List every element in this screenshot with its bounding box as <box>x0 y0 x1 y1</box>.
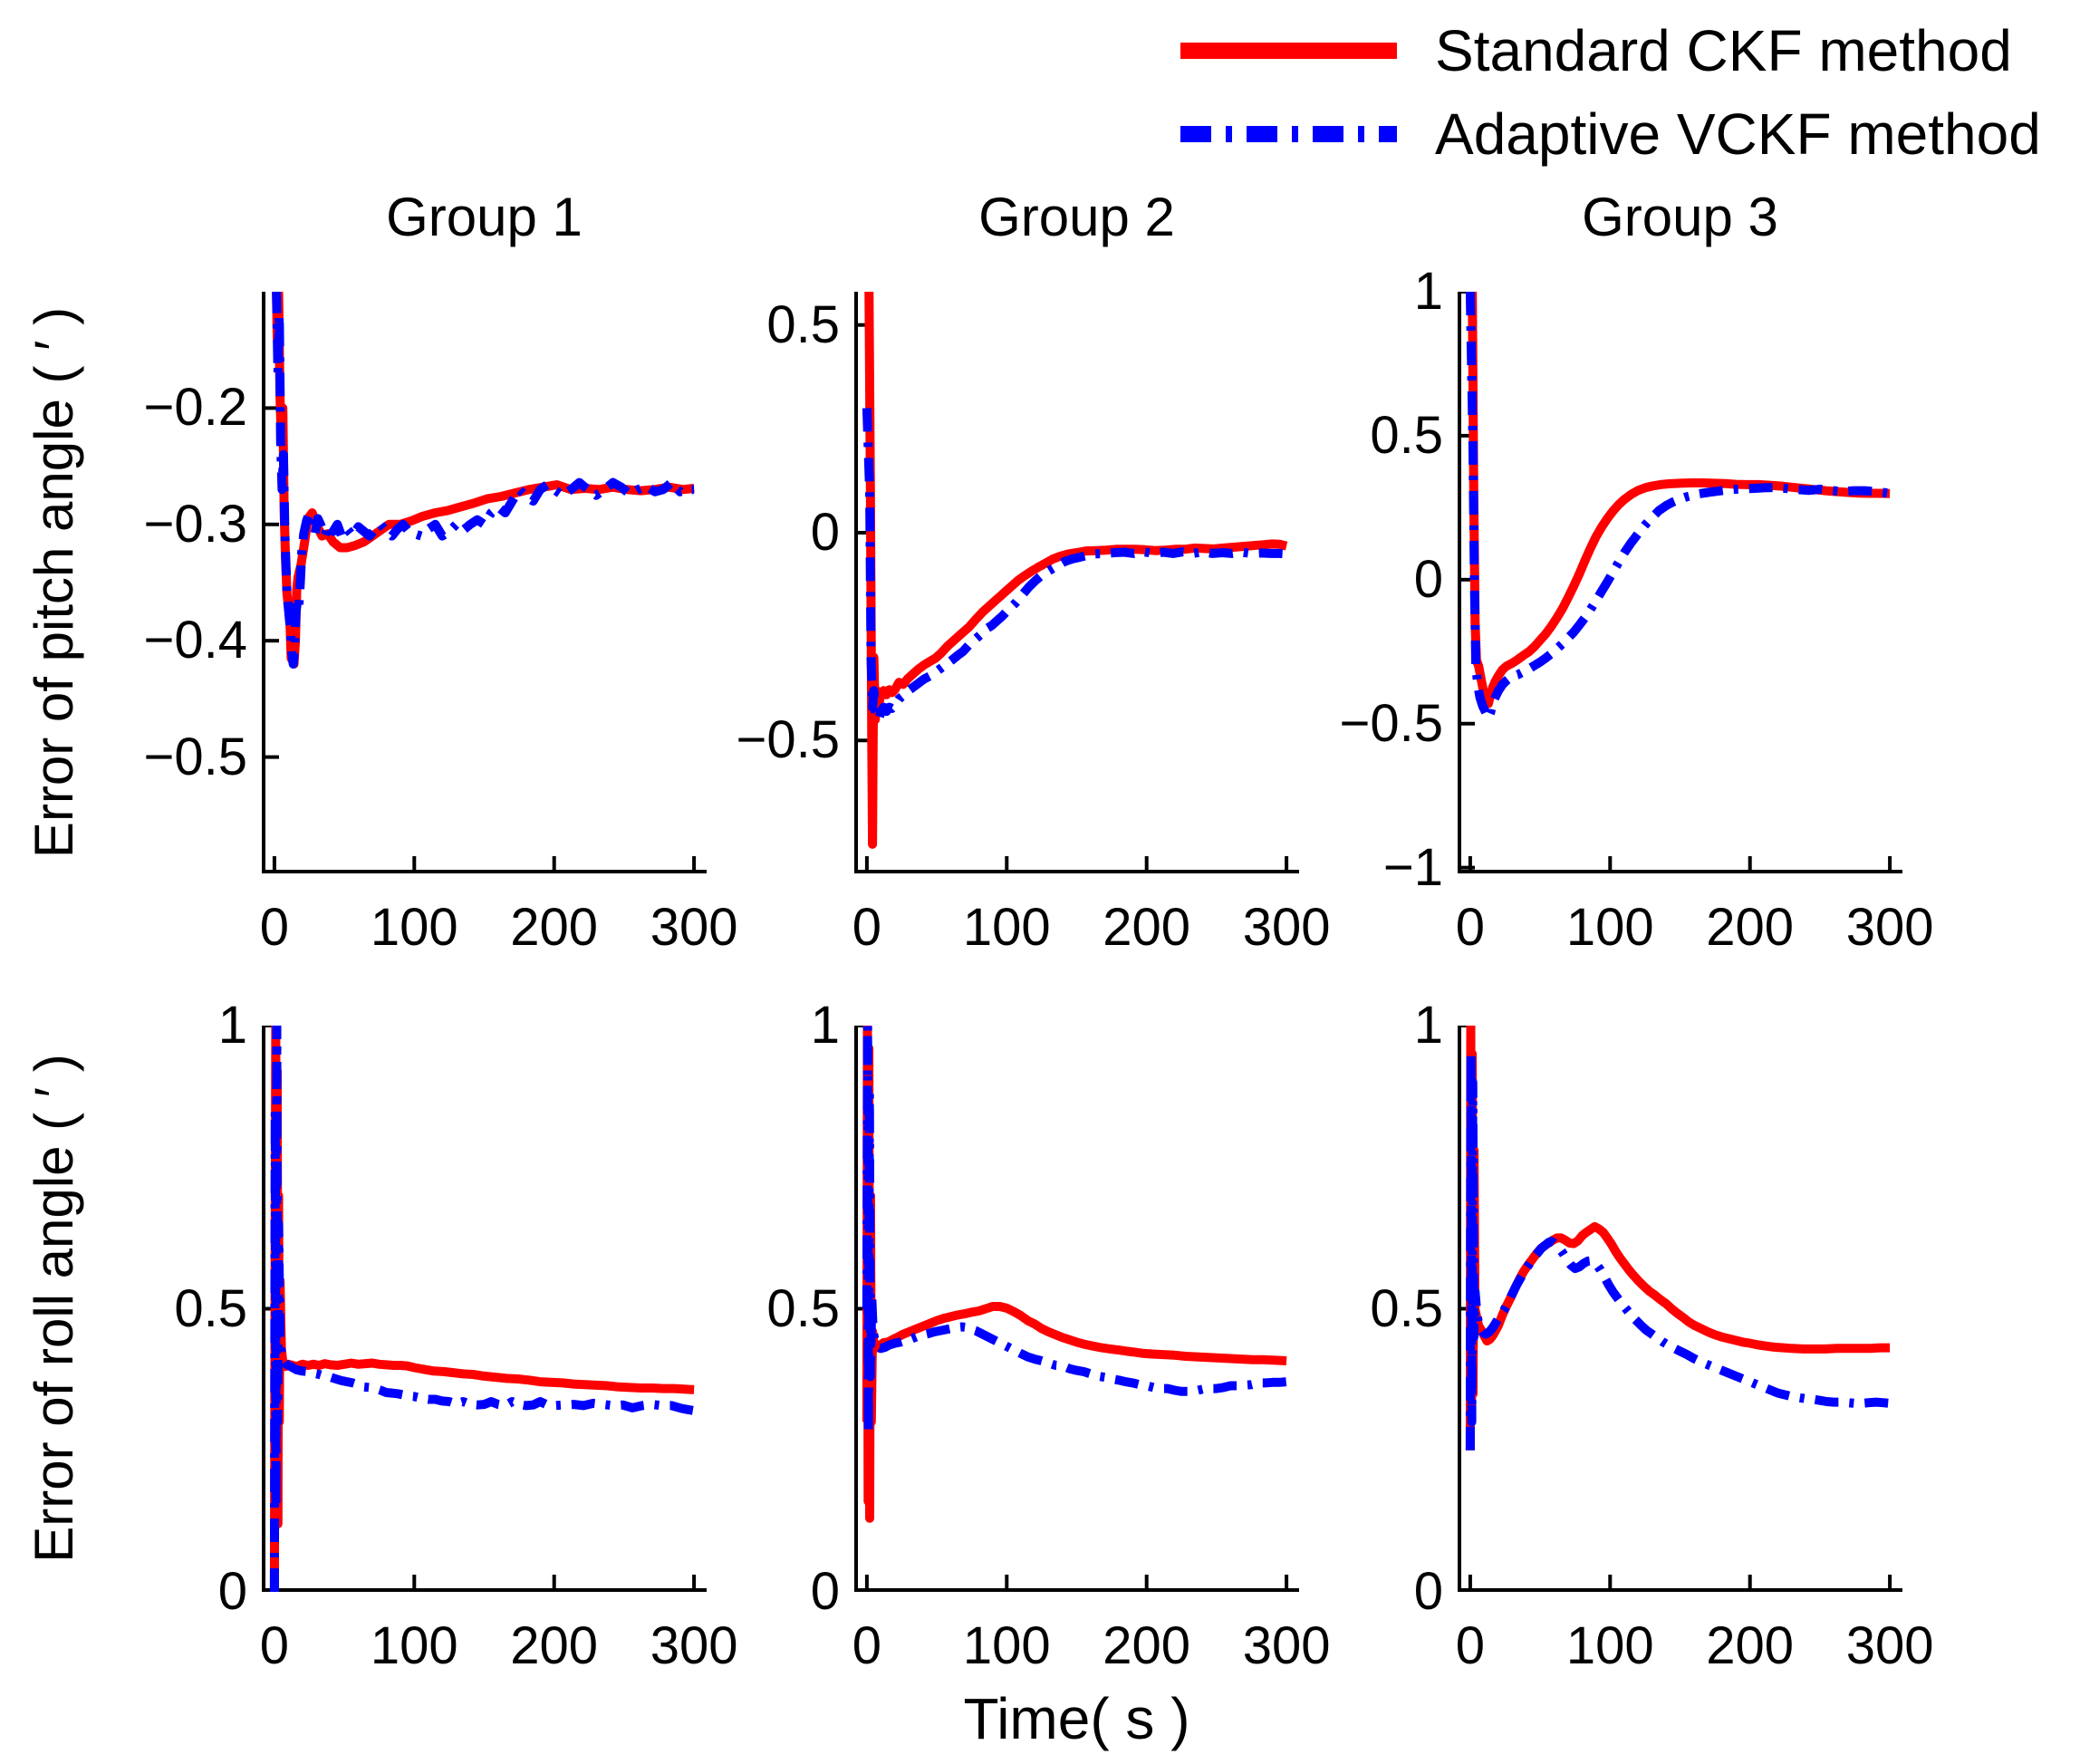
series-adaptive-vckf <box>862 1026 1287 1438</box>
x-tick-label: 0 <box>1455 898 1486 957</box>
legend-line-solid-icon <box>1180 43 1397 59</box>
x-tick-label: 300 <box>1845 898 1934 957</box>
subplot-canvas <box>854 1026 1299 1592</box>
series-standard-ckf <box>272 292 695 669</box>
subplot-group3-pitch: 0 100 200 300 1 0.5 0 −0.5 −1 <box>1249 255 1939 982</box>
series-standard-ckf <box>862 1026 1287 1523</box>
y-tick-label: 0 <box>1413 1562 1443 1621</box>
subplot-title-group-2: Group 2 <box>978 187 1175 247</box>
series-adaptive-vckf <box>862 408 1287 725</box>
x-tick-label: 100 <box>962 898 1051 957</box>
subplot-canvas <box>262 1026 707 1592</box>
x-tick-label: 300 <box>1845 1616 1934 1675</box>
x-tick-label: 200 <box>1706 898 1795 957</box>
legend-item-adaptive-vckf: Adaptive VCKF method <box>1173 92 2041 176</box>
series-standard-ckf <box>1465 1026 1891 1451</box>
series-standard-ckf <box>1468 292 1891 708</box>
x-tick-label: 0 <box>852 1616 882 1675</box>
x-tick-label: 0 <box>852 898 882 957</box>
x-tick-label: 0 <box>1455 1616 1486 1675</box>
y-tick-label: −0.5 <box>736 710 841 770</box>
x-tick-label: 300 <box>1242 898 1331 957</box>
x-tick-label: 0 <box>259 1616 290 1675</box>
x-tick-label: 0 <box>259 898 290 957</box>
series-adaptive-vckf <box>1465 292 1891 723</box>
legend: Standard CKF method Adaptive VCKF method <box>1173 9 2041 176</box>
y-tick-label: 0 <box>217 1562 247 1621</box>
y-tick-label: 0 <box>1413 549 1443 609</box>
x-tick-label: 100 <box>370 898 458 957</box>
x-tick-label: 200 <box>510 898 599 957</box>
y-tick-label: 0.5 <box>766 1278 840 1338</box>
y-tick-label: 0.5 <box>766 294 840 354</box>
y-tick-label: 1 <box>1413 262 1443 321</box>
series-adaptive-vckf <box>1465 1049 1891 1451</box>
y-tick-label: −0.3 <box>143 494 248 554</box>
legend-label-adaptive-vckf: Adaptive VCKF method <box>1435 101 2041 167</box>
x-tick-label: 100 <box>1565 1616 1654 1675</box>
legend-line-dashdot-icon <box>1180 126 1397 142</box>
x-tick-label: 200 <box>1706 1616 1795 1675</box>
legend-label-standard-ckf: Standard CKF method <box>1435 18 2012 83</box>
y-tick-label: −0.5 <box>143 727 248 786</box>
x-axis-label-time: Time( s ) <box>963 1686 1190 1751</box>
subplot-group1-pitch: 0 100 200 300 −0.2 −0.3 −0.4 −0.5 <box>53 255 743 982</box>
y-tick-label: 1 <box>810 996 840 1055</box>
y-tick-label: 0 <box>810 502 840 562</box>
x-tick-label: 300 <box>1242 1616 1331 1675</box>
series-standard-ckf <box>269 1026 695 1592</box>
y-tick-label: −0.2 <box>143 378 248 438</box>
x-tick-label: 300 <box>650 898 738 957</box>
y-tick-label: −0.5 <box>1339 693 1444 753</box>
subplot-group2-pitch: 0 100 200 300 0.5 0 −0.5 <box>646 255 1335 982</box>
y-tick-label: −0.4 <box>143 611 248 670</box>
subplot-canvas <box>1458 1026 1902 1592</box>
series-adaptive-vckf <box>269 1026 695 1592</box>
subplot-title-group-3: Group 3 <box>1582 187 1778 247</box>
y-tick-label: 0.5 <box>1370 1278 1443 1338</box>
subplot-group2-roll: 0 100 200 300 1 0.5 0 <box>646 989 1335 1701</box>
series-adaptive-vckf <box>272 292 695 669</box>
x-tick-label: 100 <box>962 1616 1051 1675</box>
x-tick-label: 200 <box>1103 898 1191 957</box>
subplot-canvas <box>1458 292 1902 873</box>
legend-item-standard-ckf: Standard CKF method <box>1173 9 2041 92</box>
x-tick-label: 200 <box>1103 1616 1191 1675</box>
x-tick-label: 300 <box>650 1616 738 1675</box>
y-tick-label: 1 <box>217 996 247 1055</box>
subplot-canvas <box>854 292 1299 873</box>
y-tick-label: −1 <box>1382 837 1443 897</box>
y-tick-label: 0.5 <box>174 1278 247 1338</box>
y-tick-label: 0 <box>810 1562 840 1621</box>
subplot-canvas <box>262 292 707 873</box>
y-tick-label: 1 <box>1413 996 1443 1055</box>
x-tick-label: 200 <box>510 1616 599 1675</box>
subplot-title-group-1: Group 1 <box>386 187 583 247</box>
subplot-group1-roll: 0 100 200 300 1 0.5 0 <box>53 989 743 1701</box>
subplot-group3-roll: 0 100 200 300 1 0.5 0 <box>1249 989 1939 1701</box>
series-standard-ckf <box>864 292 1288 849</box>
x-tick-label: 100 <box>1565 898 1654 957</box>
y-tick-label: 0.5 <box>1370 405 1443 465</box>
x-tick-label: 100 <box>370 1616 458 1675</box>
